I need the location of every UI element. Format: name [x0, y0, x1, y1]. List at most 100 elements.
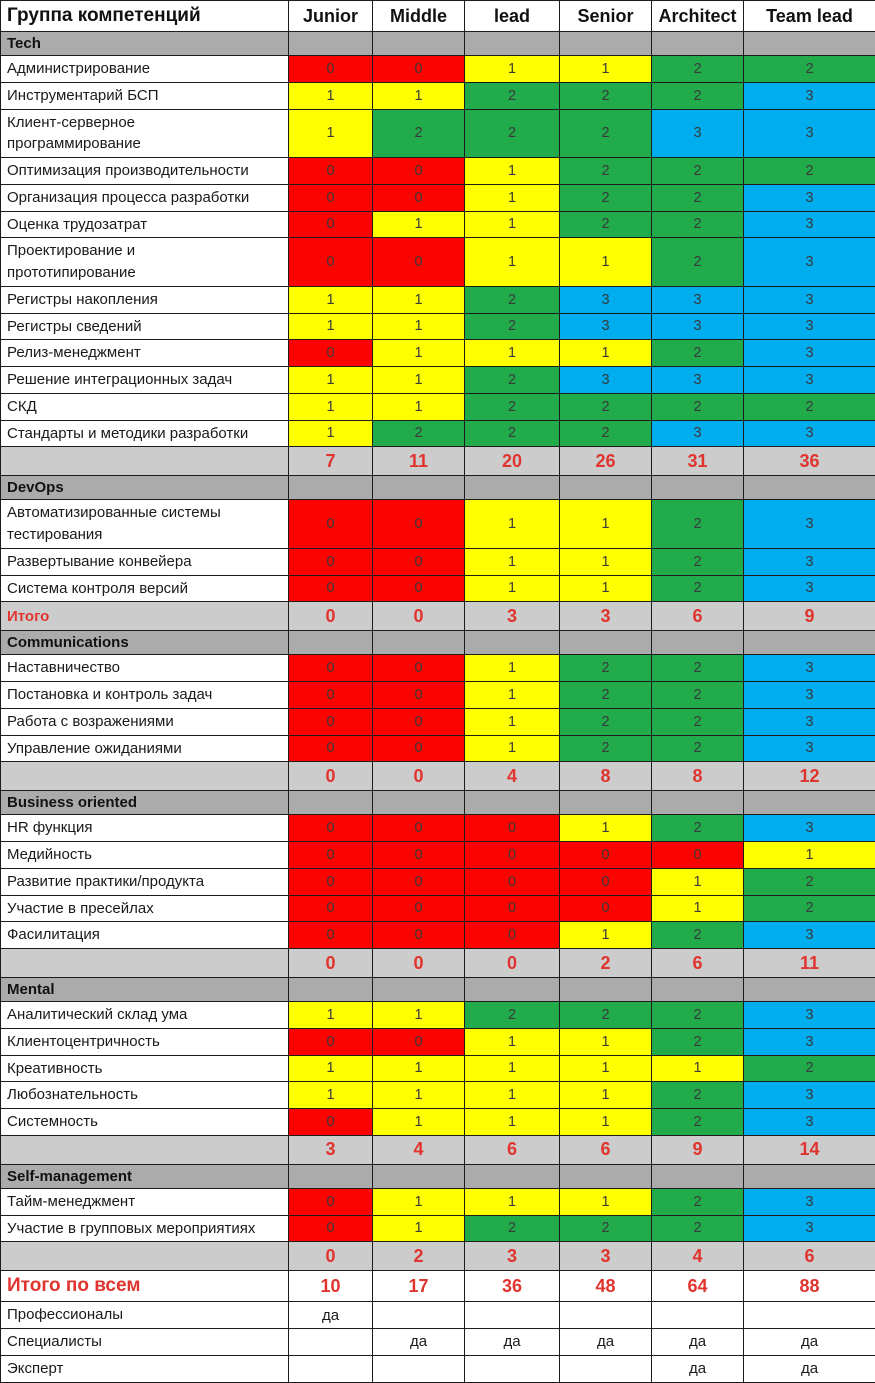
- score-cell: 2: [465, 109, 560, 158]
- score-cell: 1: [560, 575, 652, 602]
- score-cell: 1: [560, 1082, 652, 1109]
- score-cell: 2: [744, 1055, 875, 1082]
- section-total-value: 8: [652, 762, 744, 791]
- score-cell: 2: [560, 735, 652, 762]
- col-header-junior: Junior: [289, 1, 373, 32]
- section-total-value: 12: [744, 762, 875, 791]
- competency-label: Клиент-серверное программирование: [1, 109, 289, 158]
- score-cell: 0: [560, 868, 652, 895]
- section-spacer-cell: [465, 791, 560, 815]
- score-cell: 2: [560, 655, 652, 682]
- score-cell: 0: [373, 1028, 465, 1055]
- score-cell: 3: [560, 313, 652, 340]
- score-cell: 0: [465, 868, 560, 895]
- score-cell: 0: [289, 548, 373, 575]
- score-cell: 2: [652, 238, 744, 287]
- score-cell: 2: [652, 340, 744, 367]
- section-total-value: 7: [289, 447, 373, 476]
- competency-label: Система контроля версий: [1, 575, 289, 602]
- competency-label: Регистры сведений: [1, 313, 289, 340]
- section-spacer-cell: [652, 631, 744, 655]
- section-total-value: 6: [465, 1135, 560, 1164]
- score-cell: 1: [373, 340, 465, 367]
- score-cell: 1: [465, 158, 560, 185]
- score-cell: 0: [373, 842, 465, 869]
- score-cell: 3: [744, 1082, 875, 1109]
- section-spacer-cell: [744, 1164, 875, 1188]
- score-cell: 1: [652, 868, 744, 895]
- competency-label: Клиентоцентричность: [1, 1028, 289, 1055]
- score-cell: 2: [560, 184, 652, 211]
- score-cell: 0: [373, 655, 465, 682]
- score-cell: 1: [652, 1055, 744, 1082]
- score-cell: 1: [560, 340, 652, 367]
- section-total-value: 14: [744, 1135, 875, 1164]
- level-value-cell: да: [652, 1329, 744, 1356]
- level-label: Профессионалы: [1, 1302, 289, 1329]
- level-value-cell: [289, 1329, 373, 1356]
- section-spacer-cell: [744, 631, 875, 655]
- section-total-value: 31: [652, 447, 744, 476]
- competency-label: Тайм-менеджмент: [1, 1188, 289, 1215]
- score-cell: 1: [465, 1109, 560, 1136]
- section-spacer-cell: [373, 32, 465, 56]
- section-total-value: 9: [744, 602, 875, 631]
- section-title: DevOps: [1, 476, 289, 500]
- section-total-value: 6: [744, 1242, 875, 1271]
- score-cell: 3: [744, 238, 875, 287]
- score-cell: 1: [289, 1055, 373, 1082]
- competency-label: HR функция: [1, 815, 289, 842]
- score-cell: 3: [744, 367, 875, 394]
- score-cell: 3: [744, 109, 875, 158]
- section-total-label: [1, 762, 289, 791]
- competency-label: Стандарты и методики разработки: [1, 420, 289, 447]
- grand-total-value: 10: [289, 1271, 373, 1302]
- score-cell: 1: [465, 1082, 560, 1109]
- section-spacer-cell: [560, 1164, 652, 1188]
- score-cell: 0: [465, 842, 560, 869]
- col-header-lead: lead: [465, 1, 560, 32]
- level-label: Специалисты: [1, 1329, 289, 1356]
- section-spacer-cell: [744, 791, 875, 815]
- header-row: Группа компетенций Junior Middle lead Se…: [1, 1, 875, 32]
- section-spacer-cell: [652, 1164, 744, 1188]
- section-spacer-cell: [652, 32, 744, 56]
- competency-label: Регистры накопления: [1, 286, 289, 313]
- score-cell: 0: [289, 708, 373, 735]
- score-cell: 0: [289, 682, 373, 709]
- section-total-value: 0: [465, 949, 560, 978]
- section-spacer-cell: [560, 978, 652, 1002]
- score-cell: 1: [465, 56, 560, 83]
- score-cell: 0: [289, 842, 373, 869]
- section-title: Self-management: [1, 1164, 289, 1188]
- score-cell: 2: [373, 109, 465, 158]
- score-cell: 3: [652, 286, 744, 313]
- level-value-cell: да: [560, 1329, 652, 1356]
- score-cell: 1: [373, 1215, 465, 1242]
- score-cell: 0: [560, 895, 652, 922]
- section-total-label: [1, 1135, 289, 1164]
- section-total-label: [1, 1242, 289, 1271]
- competency-label: Креативность: [1, 1055, 289, 1082]
- level-value-cell: [465, 1302, 560, 1329]
- score-cell: 3: [744, 655, 875, 682]
- score-cell: 0: [289, 922, 373, 949]
- score-cell: 2: [560, 109, 652, 158]
- score-cell: 2: [465, 420, 560, 447]
- score-cell: 1: [289, 1002, 373, 1029]
- competency-label: Оптимизация производительности: [1, 158, 289, 185]
- section-header-row: DevOps: [1, 476, 875, 500]
